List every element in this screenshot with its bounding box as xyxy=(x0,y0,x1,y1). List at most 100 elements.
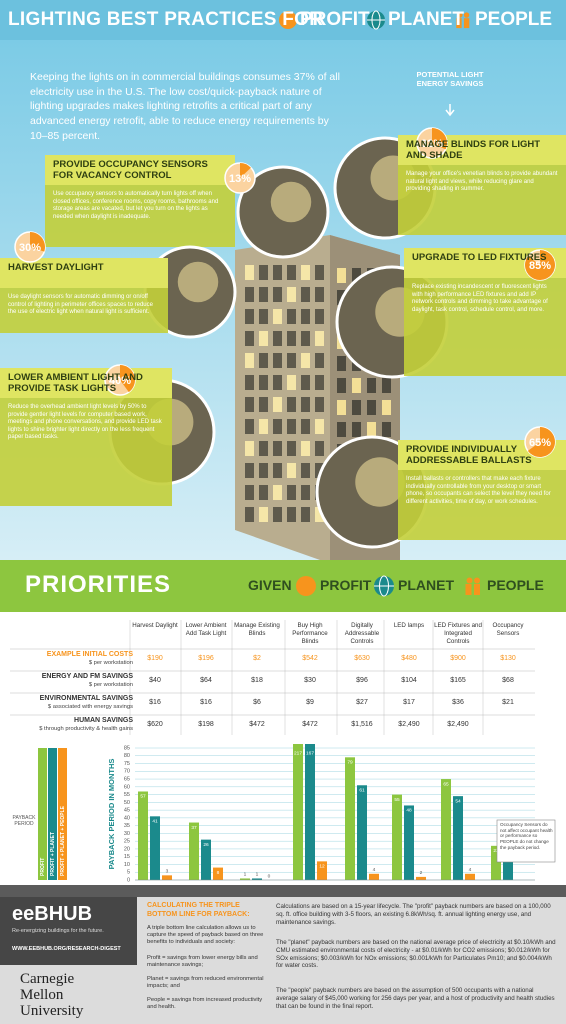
window xyxy=(367,400,376,415)
people-icon xyxy=(474,577,480,584)
value-label: 1 xyxy=(256,872,259,878)
logo: eeBHUB xyxy=(12,903,93,925)
row-label: HUMAN SAVINGS xyxy=(74,717,133,724)
window xyxy=(245,485,254,500)
calc-title: CALCULATING THE TRIPLE BOTTOM LINE FOR P… xyxy=(147,902,250,918)
tip-title-bg xyxy=(0,368,172,398)
y-tick-label: 75 xyxy=(124,761,130,767)
bar xyxy=(201,839,211,880)
table-cell: $190 xyxy=(147,655,163,662)
tip-title: HARVEST DAYLIGHT xyxy=(8,262,104,273)
note: The "planet" payback numbers are based o… xyxy=(276,939,556,970)
column-header: Buy High Performance Blinds xyxy=(292,622,328,645)
value-label: 48 xyxy=(406,808,412,814)
table-cell: $130 xyxy=(500,655,516,662)
people-icon xyxy=(456,18,462,29)
savings-label: 85% xyxy=(529,260,551,272)
profit-icon xyxy=(279,11,297,29)
bar xyxy=(503,852,513,880)
annotation-box xyxy=(496,819,556,863)
value-label: 12 xyxy=(319,864,325,870)
row-label: ENERGY AND FM SAVINGS xyxy=(41,673,133,680)
window xyxy=(315,265,324,280)
bar xyxy=(213,867,223,880)
logo-block xyxy=(0,897,137,965)
calc-text: People = savings from increased producti… xyxy=(147,997,263,1011)
window xyxy=(245,507,254,522)
y-tick-label: 25 xyxy=(124,839,130,845)
window xyxy=(273,353,282,368)
intro: Keeping the lights on in commercial buil… xyxy=(30,71,340,142)
window xyxy=(352,378,361,393)
window xyxy=(301,287,310,302)
table-cell: $2,490 xyxy=(447,721,469,728)
window xyxy=(273,397,282,412)
tip-text: Install ballasts or controllers that mak… xyxy=(406,476,551,505)
window xyxy=(245,353,254,368)
table-cell: $16 xyxy=(200,699,212,706)
people-icon xyxy=(463,18,470,29)
value-label: 4 xyxy=(373,867,376,873)
window xyxy=(273,265,282,280)
tip-text: Manage your office's venetian blinds to … xyxy=(406,171,558,192)
window xyxy=(287,463,296,478)
savings-label: 13% xyxy=(229,173,251,185)
window xyxy=(301,353,310,368)
tip-title-bg xyxy=(0,258,168,288)
table-cell: $30 xyxy=(304,677,316,684)
savings-wedge xyxy=(240,163,251,178)
profit-icon xyxy=(296,576,316,596)
y-tick-label: 20 xyxy=(124,846,130,852)
window xyxy=(273,419,282,434)
bar xyxy=(357,785,367,880)
tip-text: Reduce the overhead ambient light levels… xyxy=(8,404,162,440)
savings-heading: POTENTIAL LIGHT ENERGY SAVINGS xyxy=(416,70,484,89)
window xyxy=(337,356,346,371)
window xyxy=(259,287,268,302)
column-header: LED lamps xyxy=(393,622,425,629)
window xyxy=(301,441,310,456)
table-area xyxy=(0,612,566,885)
bar xyxy=(252,878,262,880)
window xyxy=(259,441,268,456)
value-label: 26 xyxy=(203,842,209,848)
table-cell: $96 xyxy=(356,677,368,684)
footer-strip xyxy=(0,885,566,897)
value-label: 2 xyxy=(420,870,423,876)
window xyxy=(301,265,310,280)
table-cell: $196 xyxy=(198,655,214,662)
photo-light xyxy=(177,261,219,303)
y-tick-label: 45 xyxy=(124,808,130,814)
tip-text: Use occupancy sensors to automatically t… xyxy=(53,191,219,220)
table-cell: $2 xyxy=(253,655,261,662)
window xyxy=(287,265,296,280)
note: The "people" payback numbers are based o… xyxy=(276,987,555,1010)
table-cell: $17 xyxy=(403,699,415,706)
column-header: Lower Ambient Add Task Light xyxy=(185,622,227,637)
table-cell: $104 xyxy=(401,677,417,684)
window xyxy=(301,485,310,500)
table-cell: $165 xyxy=(450,677,466,684)
tip-title: PROVIDE INDIVIDUALLY ADDRESSABLE BALLAST… xyxy=(406,444,532,466)
bar xyxy=(441,779,451,880)
y-tick-label: 10 xyxy=(124,862,130,868)
tip-title-bg xyxy=(45,155,235,185)
bar xyxy=(293,744,303,880)
bar xyxy=(150,816,160,880)
row-sublabel: $ associated with energy savings xyxy=(47,704,133,710)
window xyxy=(301,309,310,324)
value-label: 22 xyxy=(493,848,499,854)
window xyxy=(382,400,391,415)
row-label: ENVIRONMENTAL SAVINGS xyxy=(39,695,133,702)
y-tick-label: 55 xyxy=(124,792,130,798)
window xyxy=(301,397,310,412)
bar xyxy=(369,873,379,880)
value-label: 55 xyxy=(394,797,400,803)
row-label: EXAMPLE INITIAL COSTS xyxy=(46,651,133,658)
window xyxy=(287,441,296,456)
savings-wedge xyxy=(120,365,136,393)
window xyxy=(287,419,296,434)
window xyxy=(287,485,296,500)
window xyxy=(287,353,296,368)
pillar: PLANET xyxy=(388,9,464,30)
